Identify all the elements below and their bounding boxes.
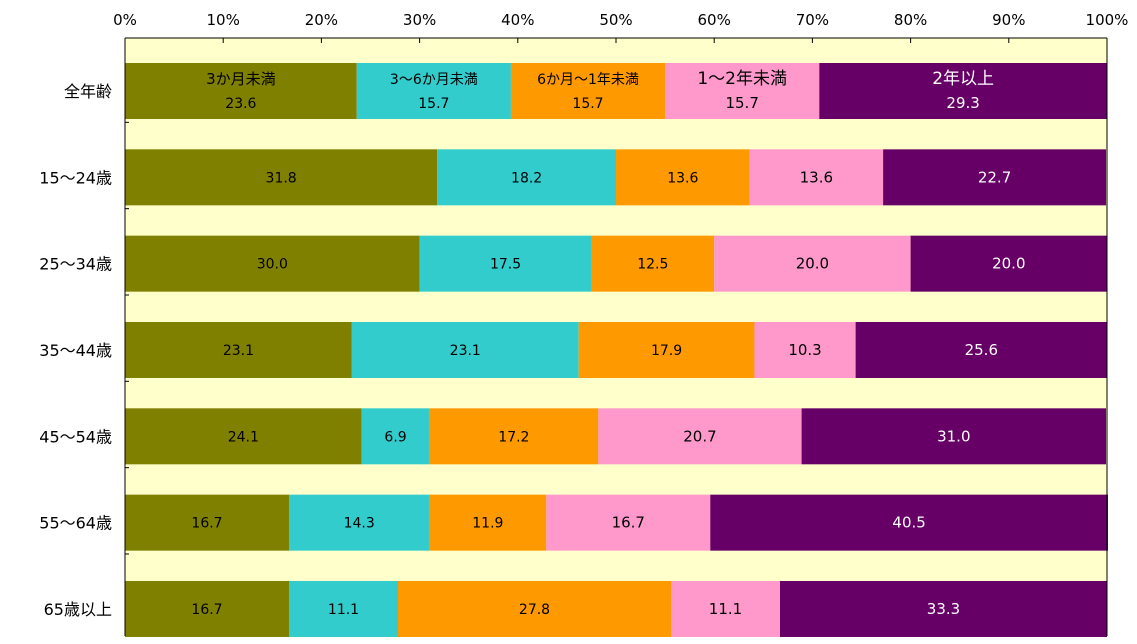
x-tick-label: 10% <box>207 11 240 29</box>
bars <box>125 63 1108 637</box>
bar-segment <box>546 494 711 551</box>
category-label: 全年齢 <box>64 82 112 101</box>
category-label: 55〜64歳 <box>39 514 112 533</box>
data-label: 25.6 <box>965 341 998 359</box>
x-tick-label: 100% <box>1086 11 1129 29</box>
bar-segment <box>665 63 820 119</box>
data-label: 27.8 <box>519 602 550 618</box>
data-label: 24.1 <box>228 429 259 445</box>
data-label: 16.7 <box>191 602 222 618</box>
category-label: 65歳以上 <box>44 600 112 619</box>
data-label: 10.3 <box>788 341 821 359</box>
bar-segment <box>125 235 420 292</box>
series-name-label: 1〜2年未満 <box>697 69 787 89</box>
data-label: 17.9 <box>651 343 682 359</box>
series-name-label: 6か月〜1年未満 <box>537 72 639 88</box>
x-tick-label: 70% <box>796 11 829 29</box>
data-label: 30.0 <box>257 257 288 273</box>
category-label: 35〜44歳 <box>39 341 112 360</box>
series-name-label: 2年以上 <box>932 69 994 89</box>
bar-segment <box>288 580 398 637</box>
bar-segment <box>125 494 289 551</box>
bar-segment <box>801 408 1107 465</box>
bar-segment <box>361 408 430 465</box>
data-label: 22.7 <box>978 168 1011 186</box>
bar-segment <box>288 494 430 551</box>
data-label: 11.1 <box>328 602 359 618</box>
bar-segment <box>779 580 1107 637</box>
bar-segment <box>437 149 616 206</box>
data-label: 15.7 <box>418 96 449 112</box>
category-label: 15〜24歳 <box>39 168 112 187</box>
bar-segment <box>910 235 1107 292</box>
bar-segment <box>397 580 671 637</box>
data-label: 31.8 <box>266 170 297 186</box>
bar-segment <box>819 63 1107 119</box>
bar-segment <box>883 149 1107 206</box>
x-tick-label: 40% <box>501 11 534 29</box>
data-label: 20.0 <box>796 255 829 273</box>
x-tick-label: 80% <box>894 11 927 29</box>
data-label: 15.7 <box>725 94 758 112</box>
data-label: 16.7 <box>191 516 222 532</box>
bar-segment <box>125 63 357 119</box>
series-name-label: 3か月未満 <box>206 70 276 88</box>
data-label: 29.3 <box>946 94 979 112</box>
data-label: 14.3 <box>344 516 375 532</box>
data-label: 31.0 <box>937 427 970 445</box>
bar-segment <box>714 235 911 292</box>
data-label: 20.7 <box>683 427 716 445</box>
bar-segment <box>754 321 856 378</box>
data-label: 17.2 <box>498 429 529 445</box>
data-label: 17.5 <box>490 257 521 273</box>
data-label: 16.7 <box>612 514 645 532</box>
bar-segment <box>510 63 666 119</box>
bar-segment <box>749 149 884 206</box>
data-label: 11.9 <box>472 516 503 532</box>
data-label: 13.6 <box>667 170 698 186</box>
data-label: 23.1 <box>223 343 254 359</box>
axes <box>124 37 1108 636</box>
bar-segment <box>125 408 362 465</box>
data-label: 20.0 <box>992 255 1025 273</box>
bar-segment <box>591 235 715 292</box>
series-name-label: 3〜6か月未満 <box>390 72 478 88</box>
bar-segment <box>598 408 802 465</box>
bar-segment <box>356 63 511 119</box>
bar-segment <box>125 321 352 378</box>
bar-segment <box>125 149 438 206</box>
data-label: 12.5 <box>637 257 668 273</box>
data-label: 18.2 <box>511 170 542 186</box>
data-label: 13.6 <box>800 168 833 186</box>
data-label: 6.9 <box>384 429 406 445</box>
data-label: 11.1 <box>709 600 742 618</box>
x-tick-label: 90% <box>992 11 1025 29</box>
x-tick-label: 30% <box>403 11 436 29</box>
data-label: 23.6 <box>225 96 256 112</box>
bar-segment <box>670 580 780 637</box>
x-axis-ticks: 0% 10% 20% 30% 40% 50% 60% 70% 80% 90% 100% <box>113 11 1128 43</box>
x-tick-label: 60% <box>698 11 731 29</box>
category-label: 45〜54歳 <box>39 427 112 446</box>
bar-segment <box>125 580 289 637</box>
bar-segment <box>429 408 599 465</box>
category-label: 25〜34歳 <box>39 255 112 274</box>
bar-segment <box>351 321 579 378</box>
data-label: 33.3 <box>927 600 960 618</box>
data-label: 40.5 <box>892 514 925 532</box>
data-labels: 3か月未満 23.6 3〜6か月未満 15.7 6か月〜1年未満 15.7 1〜2年未満 15… <box>191 69 1025 618</box>
bar-segment <box>616 149 750 206</box>
bar-segment <box>429 494 547 551</box>
bar-segment <box>578 321 755 378</box>
category-labels: 全年齢 15〜24歳 25〜34歳 35〜44歳 45〜54歳 55〜64歳 65歳以上 <box>39 82 112 619</box>
x-tick-label: 50% <box>599 11 632 29</box>
data-label: 15.7 <box>572 96 603 112</box>
bar-segment <box>710 494 1108 551</box>
bar-segment <box>419 235 592 292</box>
bar-segment <box>855 321 1107 378</box>
data-label: 23.1 <box>450 343 481 359</box>
x-tick-label: 0% <box>113 11 137 29</box>
x-tick-label: 20% <box>305 11 338 29</box>
